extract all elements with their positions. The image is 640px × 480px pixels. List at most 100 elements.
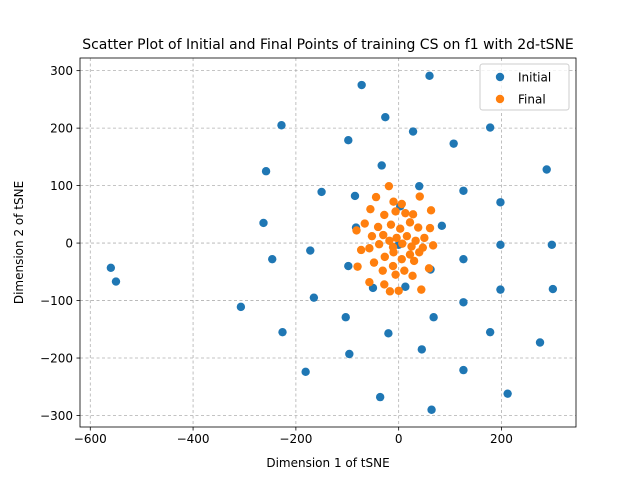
point-final	[386, 220, 396, 229]
point-initial	[317, 187, 326, 197]
point-final	[352, 226, 361, 235]
y-tick-label: 300	[50, 64, 73, 78]
point-initial	[375, 392, 385, 402]
data-points	[106, 71, 558, 414]
point-final	[397, 199, 406, 209]
point-initial	[459, 186, 468, 195]
point-final	[384, 181, 394, 191]
point-initial	[496, 198, 505, 207]
point-final	[398, 239, 407, 248]
point-final	[417, 285, 426, 294]
point-initial	[341, 313, 350, 322]
point-initial	[261, 167, 271, 176]
axis-ticks: −600 −400 −200 0 200 −300 −200 −100 0 100 200 300	[40, 64, 513, 446]
legend: Initial Final	[479, 63, 570, 111]
point-initial	[401, 282, 410, 291]
point-final	[378, 266, 387, 275]
point-final	[380, 280, 389, 289]
point-initial	[548, 284, 558, 294]
point-final	[426, 206, 436, 215]
chart-title: Scatter Plot of Initial and Final Points…	[82, 37, 574, 53]
point-final	[360, 219, 369, 228]
legend-marker-final	[495, 94, 505, 104]
point-initial	[345, 349, 354, 359]
point-final	[371, 192, 381, 202]
point-final	[365, 277, 374, 287]
x-tick-label: −200	[279, 432, 312, 446]
point-initial	[344, 261, 353, 271]
point-initial	[415, 181, 424, 191]
point-initial	[357, 80, 366, 90]
point-initial	[496, 285, 505, 294]
plot-frame	[79, 57, 577, 428]
legend-label-initial: Initial	[518, 70, 551, 84]
point-final	[353, 262, 362, 271]
point-initial	[417, 345, 427, 354]
point-final	[408, 271, 417, 281]
y-tick-label: 100	[50, 179, 73, 193]
point-initial	[542, 165, 551, 174]
point-initial	[384, 329, 393, 338]
point-final	[389, 197, 398, 206]
point-initial	[547, 240, 557, 249]
point-final	[392, 233, 401, 243]
point-initial	[309, 293, 319, 302]
legend-marker-initial	[495, 72, 505, 82]
y-tick-label: 200	[50, 121, 73, 135]
point-initial	[535, 338, 545, 347]
point-initial	[408, 127, 418, 136]
point-final	[379, 230, 388, 240]
point-final	[414, 223, 423, 232]
point-initial	[459, 298, 468, 307]
point-initial	[111, 277, 121, 286]
point-final	[425, 223, 435, 233]
point-initial	[277, 121, 286, 130]
point-final	[400, 266, 409, 275]
point-final	[405, 218, 415, 227]
point-initial	[377, 161, 386, 170]
point-final	[367, 231, 377, 241]
point-final	[369, 258, 379, 267]
point-initial	[485, 327, 495, 337]
point-final	[420, 233, 429, 243]
point-final	[408, 210, 418, 219]
point-final	[373, 222, 383, 232]
point-final	[405, 250, 415, 259]
point-initial	[301, 367, 310, 377]
y-tick-label: −200	[40, 351, 73, 365]
point-initial	[350, 191, 360, 201]
x-tick-label: −400	[177, 432, 210, 446]
point-initial	[485, 123, 495, 132]
point-initial	[459, 254, 468, 264]
point-final	[366, 204, 375, 214]
point-final	[415, 192, 424, 201]
y-tick-label: −300	[40, 409, 73, 423]
x-tick-label: −600	[74, 432, 107, 446]
point-final	[380, 210, 389, 220]
legend-label-final: Final	[518, 92, 546, 106]
point-initial	[429, 313, 438, 322]
point-initial	[306, 246, 315, 255]
point-initial	[236, 302, 246, 312]
point-final	[415, 248, 424, 257]
point-initial	[344, 135, 353, 145]
point-final	[385, 236, 394, 245]
point-initial	[268, 254, 277, 264]
point-final	[428, 241, 438, 250]
x-tick-label: 200	[490, 432, 513, 446]
point-final	[402, 231, 412, 241]
point-initial	[106, 263, 116, 272]
y-axis-label: Dimension 2 of tSNE	[12, 181, 26, 304]
point-final	[424, 264, 434, 273]
point-final	[385, 287, 395, 296]
point-final	[356, 245, 366, 255]
point-initial	[427, 405, 436, 414]
point-final	[394, 286, 403, 295]
point-final	[409, 256, 419, 266]
x-tick-label: 0	[395, 432, 403, 446]
x-axis-label: Dimension 1 of tSNE	[266, 456, 389, 470]
point-final	[374, 240, 384, 249]
point-initial	[278, 327, 287, 337]
point-initial	[437, 221, 447, 231]
